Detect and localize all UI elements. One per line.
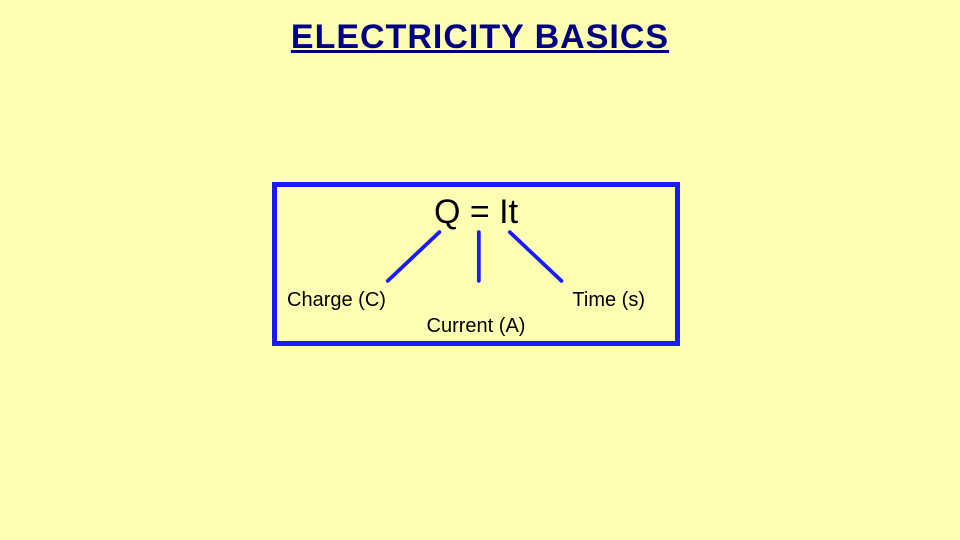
label-charge: Charge (C) (287, 289, 386, 312)
label-time: Time (s) (572, 289, 645, 312)
formula-box: Q = It Charge (C) Time (s) Current (A) (272, 182, 680, 346)
formula-text: Q = It (277, 193, 675, 232)
label-current: Current (A) (277, 315, 675, 338)
slide-title: ELECTRICITY BASICS (0, 18, 960, 57)
line-t (510, 232, 562, 281)
line-q (388, 232, 440, 281)
